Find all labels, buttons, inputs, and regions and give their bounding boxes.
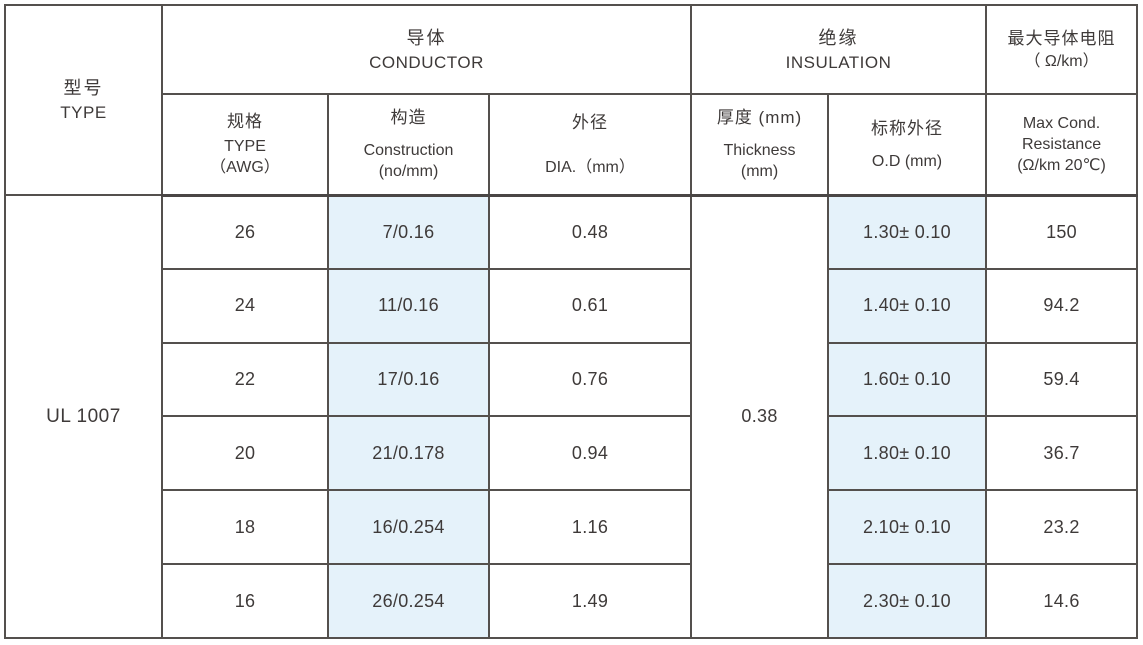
cell-resistance: 59.4 (985, 341, 1139, 418)
header-type: 型号 TYPE (4, 4, 163, 196)
cell-awg: 18 (161, 489, 329, 566)
subheader-dia: 外径 DIA.（mm） (487, 93, 693, 197)
subheader-resistance-l2: Resistance (1021, 135, 1102, 153)
cell-od: 1.30± 0.10 (827, 194, 988, 270)
table-row: 20 21/0.178 0.94 1.80± 0.10 36.7 (5, 415, 1139, 492)
cell-construction: 21/0.178 (327, 415, 490, 492)
header-resistance-zh: 最大导体电阻 (1007, 29, 1116, 48)
cell-od: 1.40± 0.10 (827, 267, 988, 344)
subheader-awg-zh: 规格 (227, 112, 263, 132)
subheader-construction-unit: (no/mm) (378, 163, 439, 181)
cell-od: 1.80± 0.10 (827, 415, 988, 492)
sub-header-row: 规格 TYPE （AWG） 构造 Construction (no/mm) 外径… (5, 93, 1139, 197)
subheader-resistance-l3: (Ω/km 20℃) (1017, 156, 1106, 174)
subheader-construction: 构造 Construction (no/mm) (327, 93, 490, 197)
header-insulation-zh: 绝缘 (818, 27, 859, 48)
subheader-construction-en: Construction (363, 142, 454, 160)
cell-dia: 0.76 (487, 341, 693, 418)
cell-resistance: 23.2 (985, 489, 1139, 566)
cell-dia: 1.49 (487, 563, 693, 639)
subheader-construction-zh: 构造 (390, 108, 427, 128)
subheader-resistance-l1: Max Cond. (1022, 114, 1101, 132)
header-insulation-en: INSULATION (785, 52, 892, 72)
header-type-en: TYPE (60, 103, 107, 122)
cell-construction: 17/0.16 (327, 341, 490, 418)
cell-dia: 0.61 (487, 267, 693, 344)
table-row: UL 1007 26 7/0.16 0.48 0.38 1.30± 0.10 1… (4, 194, 1139, 639)
header-conductor-en: CONDUCTOR (369, 52, 484, 72)
table-row: 22 17/0.16 0.76 1.60± 0.10 59.4 (5, 341, 1139, 418)
cell-awg: 20 (161, 415, 329, 492)
cell-od: 2.30± 0.10 (827, 563, 988, 639)
cell-construction: 16/0.254 (327, 489, 490, 566)
cell-construction: 26/0.254 (327, 563, 490, 639)
group-header-row: 型号 TYPE 导体 CONDUCTOR 绝缘 INSULATION 最大导体电… (4, 4, 1139, 196)
subheader-od: 标称外径 O.D (mm) (827, 93, 988, 197)
subheader-thickness: 厚度 (mm) Thickness (mm) (690, 93, 830, 197)
subheader-resistance: Max Cond. Resistance (Ω/km 20℃) (985, 93, 1139, 197)
cell-resistance: 36.7 (985, 415, 1139, 492)
subheader-dia-en: DIA.（mm） (545, 158, 635, 176)
header-insulation-group: 绝缘 INSULATION (690, 4, 988, 95)
cell-awg: 22 (161, 341, 329, 418)
subheader-od-en: O.D (mm) (871, 152, 943, 170)
subheader-thickness-en: Thickness (723, 142, 796, 160)
cell-od: 1.60± 0.10 (827, 341, 988, 418)
cell-dia: 0.94 (487, 415, 693, 492)
cell-thickness-value: 0.38 (690, 194, 830, 639)
cell-awg: 26 (161, 194, 329, 270)
table-row: 24 11/0.16 0.61 1.40± 0.10 94.2 (5, 267, 1139, 344)
header-type-zh: 型号 (63, 78, 104, 98)
cell-resistance: 150 (985, 194, 1139, 270)
cell-od: 2.10± 0.10 (827, 489, 988, 566)
cell-awg: 16 (161, 563, 329, 639)
cell-type-value: UL 1007 (4, 194, 163, 639)
cell-construction: 11/0.16 (327, 267, 490, 344)
subheader-od-zh: 标称外径 (871, 118, 944, 138)
subheader-awg-en: TYPE (224, 138, 266, 156)
subheader-thickness-zh: 厚度 (mm) (716, 108, 803, 128)
table-row: 18 16/0.254 1.16 2.10± 0.10 23.2 (5, 489, 1139, 566)
wire-spec-table: 型号 TYPE 导体 CONDUCTOR 绝缘 INSULATION 最大导体电… (4, 4, 1139, 639)
subheader-awg: 规格 TYPE （AWG） (161, 93, 329, 197)
subheader-awg-unit: （AWG） (210, 159, 280, 177)
table-row: 16 26/0.254 1.49 2.30± 0.10 14.6 (5, 563, 1139, 639)
cell-dia: 1.16 (487, 489, 693, 566)
subheader-thickness-unit: (mm) (740, 163, 779, 181)
cell-resistance: 94.2 (985, 267, 1139, 344)
subheader-dia-zh: 外径 (572, 112, 608, 132)
cell-awg: 24 (161, 267, 329, 344)
header-conductor-group: 导体 CONDUCTOR (160, 4, 693, 95)
cell-resistance: 14.6 (985, 563, 1139, 639)
header-resistance-group: 最大导体电阻 （ Ω/km） (985, 4, 1139, 95)
header-conductor-zh: 导体 (406, 27, 447, 48)
cell-dia: 0.48 (487, 194, 693, 270)
header-resistance-unit: （ Ω/km） (1024, 53, 1099, 70)
cell-construction: 7/0.16 (327, 194, 490, 270)
